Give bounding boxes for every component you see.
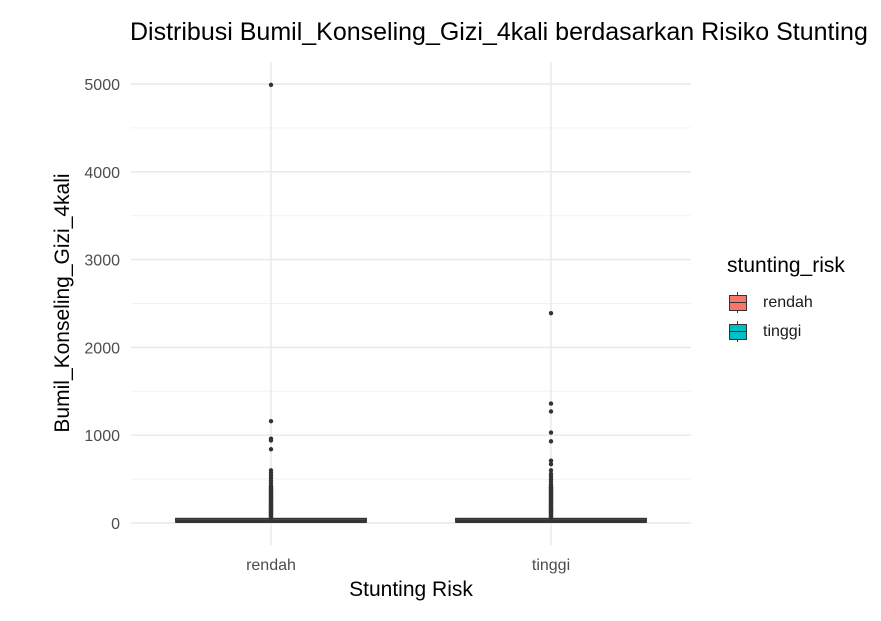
y-tick-label: 1000 — [84, 428, 120, 445]
minor-gridlines — [131, 127, 691, 480]
outlier-point — [268, 447, 274, 452]
outlier-point — [548, 401, 554, 406]
y-tick-label: 2000 — [84, 340, 120, 357]
y-axis-label: Bumil_Konseling_Gizi_4kali — [51, 173, 74, 433]
chart-title: Distribusi Bumil_Konseling_Gizi_4kali be… — [130, 18, 868, 46]
outlier-point — [548, 461, 554, 467]
legend-label-tinggi: tinggi — [763, 322, 802, 340]
boxplot-rendah — [175, 82, 367, 523]
y-tick-label: 5000 — [84, 77, 120, 94]
outlier-point — [548, 468, 554, 473]
outlier-point — [268, 512, 274, 517]
outlier-point — [548, 439, 554, 444]
outlier-point — [548, 458, 554, 463]
y-tick-label: 3000 — [84, 253, 120, 270]
legend-key-rendah — [727, 291, 749, 314]
x-tick-label: tinggi — [532, 557, 570, 574]
boxplot-tinggi — [455, 310, 647, 523]
boxplots — [175, 82, 647, 523]
outlier-point — [268, 82, 274, 88]
x-tick-label: rendah — [246, 557, 296, 574]
outlier-point — [548, 409, 554, 414]
legend-title: stunting_risk — [727, 254, 845, 277]
legend-item-rendah: rendah — [727, 288, 845, 317]
y-tick-label: 4000 — [84, 165, 120, 182]
legend-label-rendah: rendah — [763, 293, 813, 311]
outlier-point — [268, 438, 274, 443]
x-axis-ticks: rendah tinggi — [246, 557, 570, 574]
y-axis-ticks: 0 1000 2000 3000 4000 5000 — [84, 77, 120, 533]
outlier-point — [548, 310, 554, 316]
legend: stunting_risk rendah tinggi — [727, 254, 845, 346]
outlier-point — [548, 430, 554, 435]
x-axis-label: Stunting Risk — [349, 578, 473, 601]
legend-item-tinggi: tinggi — [727, 317, 845, 346]
legend-key-tinggi — [727, 320, 749, 343]
outlier-point — [268, 418, 274, 424]
outlier-point — [548, 511, 554, 516]
y-tick-label: 0 — [111, 516, 120, 533]
